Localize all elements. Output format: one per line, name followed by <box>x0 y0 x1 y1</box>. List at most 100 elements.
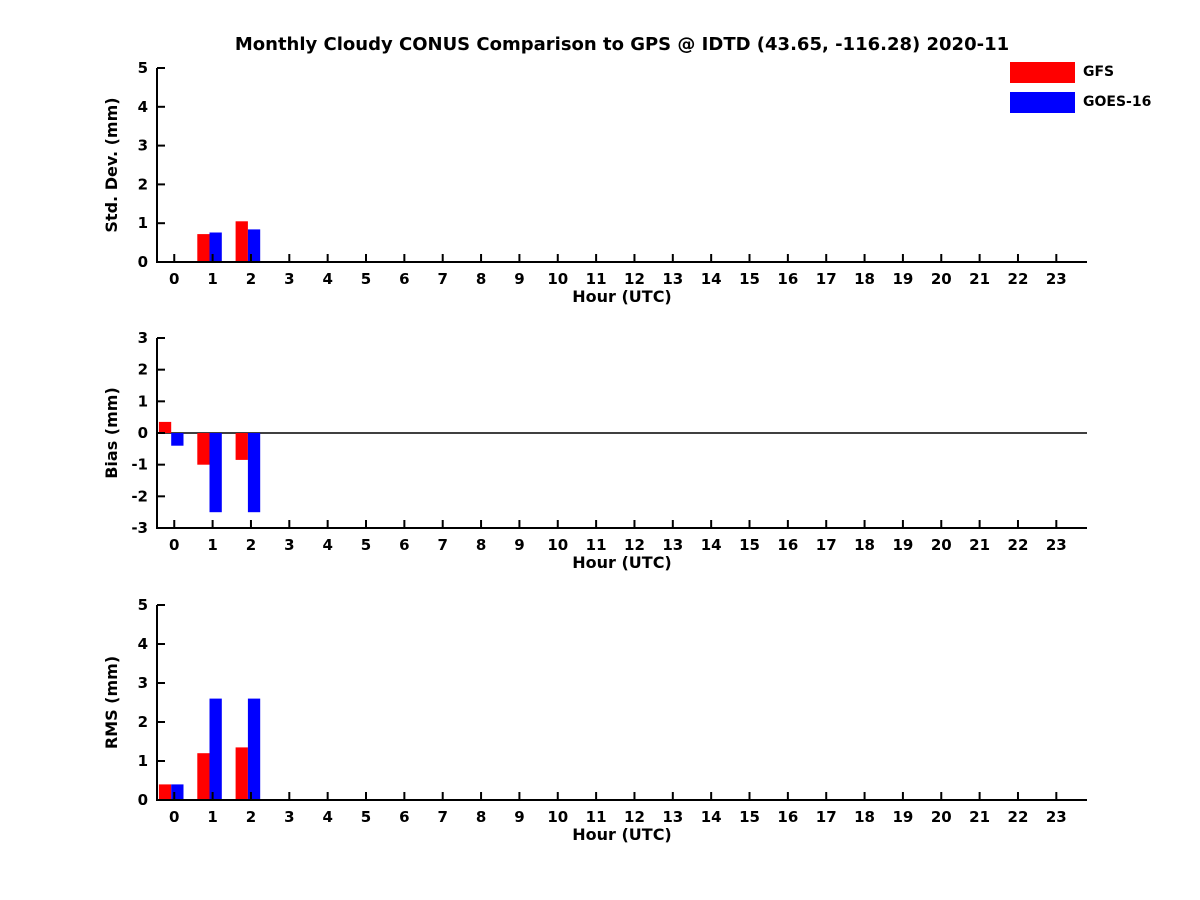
bar-gfs-hour-0 <box>158 421 172 433</box>
y-tick-label: 2 <box>138 175 148 193</box>
bar-gfs-hour-2 <box>235 747 248 800</box>
x-tick-label: 3 <box>284 270 294 288</box>
bar-goes-16-hour-2 <box>247 433 261 513</box>
y-tick-label: 5 <box>138 59 148 77</box>
x-axis-label: Hour (UTC) <box>572 287 672 306</box>
y-tick-label: 2 <box>138 713 148 731</box>
x-tick-label: 4 <box>322 270 332 288</box>
x-tick-label: 21 <box>969 808 990 826</box>
x-tick-label: 4 <box>322 536 332 554</box>
y-tick-label: 0 <box>138 253 148 271</box>
x-tick-label: 7 <box>437 808 447 826</box>
x-tick-label: 19 <box>892 808 913 826</box>
bar-goes-16-hour-0 <box>171 784 184 800</box>
legend: GFS GOES-16 <box>1010 62 1151 113</box>
x-tick-label: 21 <box>969 536 990 554</box>
x-tick-label: 13 <box>662 270 683 288</box>
bar-gfs-hour-1 <box>197 433 210 465</box>
y-tick-label: 1 <box>138 752 148 770</box>
gfs-color-swatch <box>1010 62 1075 83</box>
x-tick-label: 12 <box>624 808 645 826</box>
x-axis-label: Hour (UTC) <box>572 553 672 572</box>
x-tick-label: 23 <box>1046 808 1067 826</box>
x-tick-label: 17 <box>816 808 837 826</box>
bar-gfs-hour-0 <box>158 784 172 800</box>
x-tick-label: 7 <box>437 536 447 554</box>
bar-gfs-hour-1 <box>197 753 210 800</box>
x-tick-label: 0 <box>169 270 179 288</box>
y-axis-label: RMS (mm) <box>102 656 121 749</box>
x-tick-label: 13 <box>662 536 683 554</box>
x-tick-label: 6 <box>399 536 409 554</box>
y-axis-label: Std. Dev. (mm) <box>102 97 121 232</box>
y-tick-label: 1 <box>138 392 148 410</box>
x-tick-label: 3 <box>284 536 294 554</box>
y-tick-label: 0 <box>138 424 148 442</box>
legend-item-gfs: GFS <box>1010 62 1151 83</box>
x-tick-label: 19 <box>892 270 913 288</box>
x-tick-label: 5 <box>361 270 371 288</box>
y-tick-label: 2 <box>138 361 148 379</box>
y-tick-label: 4 <box>138 635 148 653</box>
x-tick-label: 18 <box>854 536 875 554</box>
x-tick-label: 10 <box>547 270 568 288</box>
x-tick-label: 3 <box>284 808 294 826</box>
y-tick-label: 5 <box>138 596 148 614</box>
x-tick-label: 4 <box>322 808 332 826</box>
x-tick-label: 9 <box>514 270 524 288</box>
x-tick-label: 8 <box>476 270 486 288</box>
y-tick-label: -3 <box>131 519 148 537</box>
x-tick-label: 18 <box>854 270 875 288</box>
x-tick-label: 7 <box>437 270 447 288</box>
x-tick-label: 13 <box>662 808 683 826</box>
x-tick-label: 21 <box>969 270 990 288</box>
x-tick-label: 15 <box>739 808 760 826</box>
x-tick-label: 16 <box>777 270 798 288</box>
bars-gfs <box>158 747 248 800</box>
axes-frame <box>156 68 1087 263</box>
x-tick-label: 5 <box>361 536 371 554</box>
y-tick-label: 0 <box>138 791 148 809</box>
x-tick-label: 17 <box>816 536 837 554</box>
x-tick-label: 23 <box>1046 270 1067 288</box>
y-tick-label: 3 <box>138 137 148 155</box>
x-tick-label: 1 <box>207 536 217 554</box>
x-tick-label: 12 <box>624 270 645 288</box>
x-tick-label: 14 <box>701 270 722 288</box>
bar-goes-16-hour-1 <box>209 698 222 800</box>
x-tick-label: 16 <box>777 536 798 554</box>
bar-gfs-hour-2 <box>235 433 248 460</box>
x-tick-label: 20 <box>931 536 952 554</box>
x-tick-label: 22 <box>1008 808 1029 826</box>
x-tick-label: 20 <box>931 808 952 826</box>
x-tick-label: 16 <box>777 808 798 826</box>
x-tick-label: 1 <box>207 808 217 826</box>
y-tick-label: 1 <box>138 214 148 232</box>
x-tick-label: 0 <box>169 536 179 554</box>
y-tick-label: 4 <box>138 98 148 116</box>
x-tick-label: 11 <box>586 808 607 826</box>
x-tick-label: 14 <box>701 536 722 554</box>
x-tick-label: 20 <box>931 270 952 288</box>
x-axis-label: Hour (UTC) <box>572 825 672 844</box>
x-tick-label: 2 <box>246 270 256 288</box>
y-tick-label: 3 <box>138 674 148 692</box>
goes16-color-swatch <box>1010 92 1075 113</box>
x-tick-label: 0 <box>169 808 179 826</box>
x-tick-label: 10 <box>547 536 568 554</box>
x-tick-label: 9 <box>514 536 524 554</box>
x-tick-label: 1 <box>207 270 217 288</box>
bar-goes-16-hour-0 <box>171 433 184 446</box>
bars-gfs <box>158 421 248 465</box>
x-tick-label: 11 <box>586 270 607 288</box>
legend-label-gfs: GFS <box>1083 64 1115 80</box>
x-tick-label: 10 <box>547 808 568 826</box>
bars-goes-16 <box>209 229 261 262</box>
bars-goes-16 <box>171 698 261 800</box>
bar-goes-16-hour-2 <box>247 229 261 262</box>
x-tick-label: 2 <box>246 536 256 554</box>
bars-goes-16 <box>171 433 261 513</box>
x-tick-label: 14 <box>701 808 722 826</box>
